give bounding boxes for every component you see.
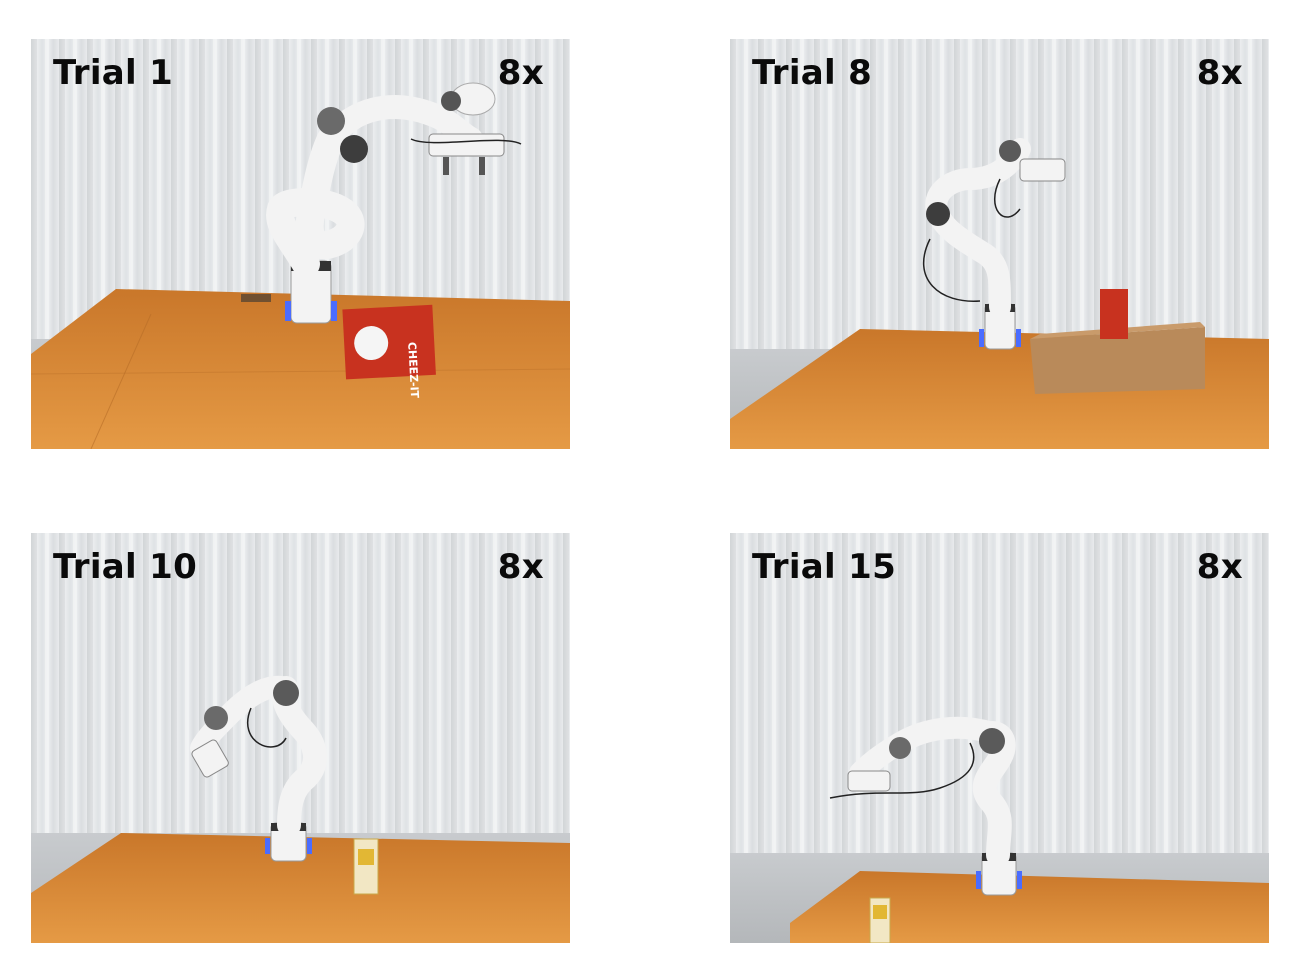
trial-label: Trial 15 (752, 547, 897, 587)
speed-label: 8x (497, 53, 544, 93)
robot-scene-image: CHEEZ-IT (31, 39, 570, 449)
trial-label: Trial 8 (752, 53, 873, 93)
robot-scene-image (730, 39, 1269, 449)
robot-scene-image (730, 533, 1269, 943)
trial-label: Trial 10 (53, 547, 198, 587)
trial-panel-2: Trial 8 8x (730, 39, 1269, 449)
box-brand-text: CHEEZ-IT (405, 342, 421, 399)
trial-label: Trial 1 (53, 53, 174, 93)
trial-panel-1: CHEEZ-IT Trial 1 8x (31, 39, 570, 449)
robot-scene-image (31, 533, 570, 943)
speed-label: 8x (1196, 547, 1243, 587)
trial-panel-3: Trial 10 8x (31, 533, 570, 943)
trial-panel-4: Trial 15 8x (730, 533, 1269, 943)
speed-label: 8x (1196, 53, 1243, 93)
speed-label: 8x (497, 547, 544, 587)
